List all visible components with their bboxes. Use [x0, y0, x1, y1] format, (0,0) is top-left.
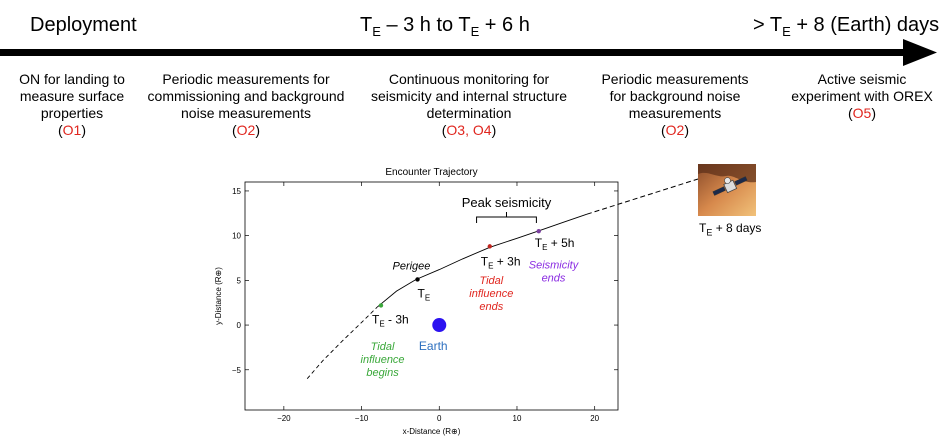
phase-objective: (O1)	[57, 122, 87, 138]
phase-5: Active seismic experiment with OREX (O5)	[742, 71, 939, 122]
phase-line: Active seismic	[817, 71, 907, 87]
phase-line: Periodic measurements	[601, 71, 749, 87]
phase-line: measure surface	[19, 88, 125, 104]
plot-frame	[244, 181, 619, 411]
orex-caption: TE + 8 days	[699, 221, 762, 238]
tidal-begins-annotation-line: begins	[366, 367, 399, 379]
tidal-ends-annotation-line: ends	[479, 301, 503, 313]
timeline-end: > TE + 8 (Earth) days	[753, 14, 939, 39]
x-tick-label: 20	[590, 414, 599, 423]
x-tick-label: 0	[437, 414, 442, 423]
te-plus-5h-label: TE + 5h	[535, 236, 575, 252]
phase-objective: (O2)	[660, 122, 690, 138]
phase-line: Periodic measurements for	[162, 71, 330, 87]
te-minus-3h-point	[378, 303, 384, 308]
tidal-ends-annotation-line: influence	[469, 288, 513, 300]
te-minus-3h-label: TE - 3h	[372, 312, 409, 328]
x-tick-label: −10	[355, 414, 369, 423]
chart-title: Encounter Trajectory	[385, 167, 477, 178]
phase-line: ON for landing to	[19, 71, 125, 87]
y-tick-label: 0	[237, 321, 242, 330]
phase-objective: (O5)	[847, 105, 877, 121]
earth-marker	[432, 318, 447, 333]
encounter-trajectory-chart: Encounter Trajectory −20 −10 0 10 20 −5 0 5 10 15 x…	[214, 167, 699, 436]
perigee-label: Perigee	[393, 260, 431, 272]
peak-seismicity-bracket	[476, 212, 537, 223]
phase-line: Continuous monitoring for	[388, 71, 550, 87]
peak-seismicity-label: Peak seismicity	[462, 195, 552, 210]
phase-4: Periodic measurements for background nois…	[555, 71, 795, 139]
tidal-ends-annotation-line: Tidal	[479, 275, 503, 287]
te-plus-3h-point	[487, 244, 492, 249]
spacecraft-icon	[698, 164, 756, 216]
phase-line: properties	[40, 105, 104, 121]
trajectory-main	[376, 213, 588, 308]
te-plus-5h-point	[536, 228, 541, 234]
y-tick-label: −5	[232, 366, 242, 375]
phase-2: Periodic measurements for commissioning a…	[126, 71, 366, 139]
tidal-begins-annotation-line: influence	[361, 354, 405, 366]
timeline-deployment: Deployment	[30, 14, 137, 36]
seismicity-ends-annotation-line: ends	[542, 273, 566, 285]
te-plus-3h-label: TE + 3h	[481, 254, 521, 270]
x-tick-label: −20	[277, 414, 291, 423]
phase-line: noise measurements	[181, 105, 311, 121]
phase-line: determination	[426, 105, 512, 121]
phase-3: Continuous monitoring for seismicity and …	[349, 71, 589, 139]
earth-label: Earth	[419, 339, 448, 353]
phase-line: experiment with OREX	[791, 88, 933, 104]
phase-line: for background noise	[609, 88, 741, 104]
timeline-arrow	[0, 39, 937, 66]
seismicity-ends-annotation-line: Seismicity	[529, 260, 580, 272]
perigee-label: TE	[418, 286, 431, 302]
phase-line: seismicity and internal structure	[370, 88, 568, 104]
x-axis-label: x-Distance (R⊕)	[403, 427, 461, 436]
timeline-window: TE – 3 h to TE + 6 h	[360, 14, 530, 39]
x-tick-label: 10	[513, 414, 522, 423]
y-axis-label: y-Distance (R⊕)	[214, 267, 223, 325]
phase-1: ON for landing to measure surface properti…	[0, 71, 192, 139]
y-tick-label: 15	[232, 187, 241, 196]
phase-line: commissioning and background	[147, 88, 345, 104]
phase-objective: (O3, O4)	[441, 122, 497, 138]
tidal-begins-annotation-line: Tidal	[371, 341, 395, 353]
phase-objective: (O2)	[231, 122, 261, 138]
y-tick-label: 5	[237, 276, 242, 285]
trajectory-outgoing	[586, 178, 699, 215]
y-tick-label: 10	[232, 232, 241, 241]
trajectory-incoming	[306, 306, 378, 379]
phase-line: measurements	[628, 105, 722, 121]
perigee-point	[415, 277, 420, 282]
